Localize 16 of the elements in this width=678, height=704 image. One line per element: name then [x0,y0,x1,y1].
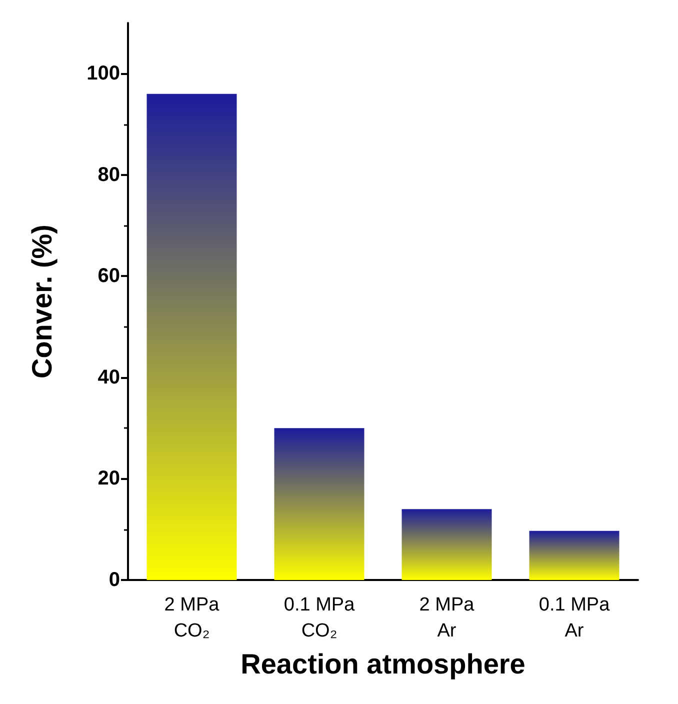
x-tick-label: 0.1 MPa Ar [538,594,610,642]
y-tick-label: 0 [108,569,120,591]
y-axis-title: Conver. (%) [26,224,58,379]
bar [529,530,620,580]
y-tick-label: 80 [98,164,120,186]
y-tick-label: 100 [86,62,120,85]
y-tick-label: 20 [98,468,120,490]
y-tick-label: 40 [98,366,120,388]
bar [274,428,364,580]
bar [146,94,237,580]
x-tick-label: 2 MPa Ar [419,594,475,642]
x-tick-label: 0.1 MPa CO₂ [284,594,356,642]
x-axis-title: Reaction atmosphere [240,648,526,680]
y-tick-label: 60 [98,265,120,288]
x-tick-label: 2 MPa CO₂ [164,594,220,642]
bar [402,509,492,580]
